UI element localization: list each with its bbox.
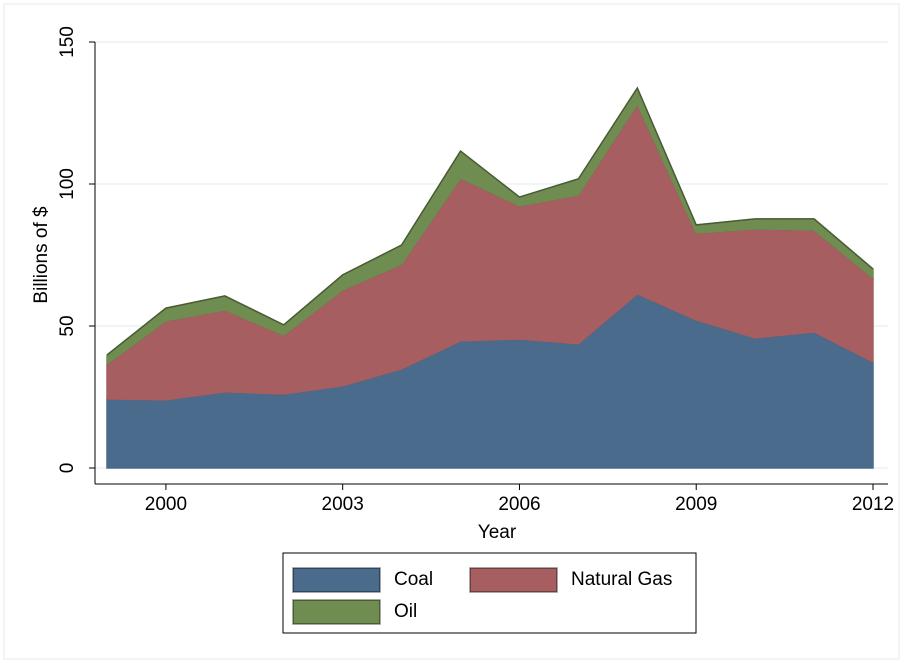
y-tick-label: 100 [57,168,78,200]
y-tick-label: 150 [57,26,78,58]
legend-label: Coal [394,569,433,590]
x-tick-label: 2003 [322,494,364,515]
x-tick-label: 2006 [498,494,540,515]
x-tick-label: 2000 [145,494,187,515]
x-tick-label: 2009 [675,494,717,515]
legend-label: Oil [394,601,417,622]
x-axis-title: Year [478,522,517,543]
y-axis-title: Billions of $ [31,206,52,304]
legend-label: Natural Gas [571,569,672,590]
legend-swatch [469,567,558,593]
y-tick-label: 0 [57,463,78,474]
legend-swatch [292,567,381,593]
legend-swatch [292,599,381,625]
y-tick-label: 50 [57,315,78,336]
area-edge [106,86,874,356]
x-tick-label: 2012 [852,494,894,515]
area [106,86,874,366]
